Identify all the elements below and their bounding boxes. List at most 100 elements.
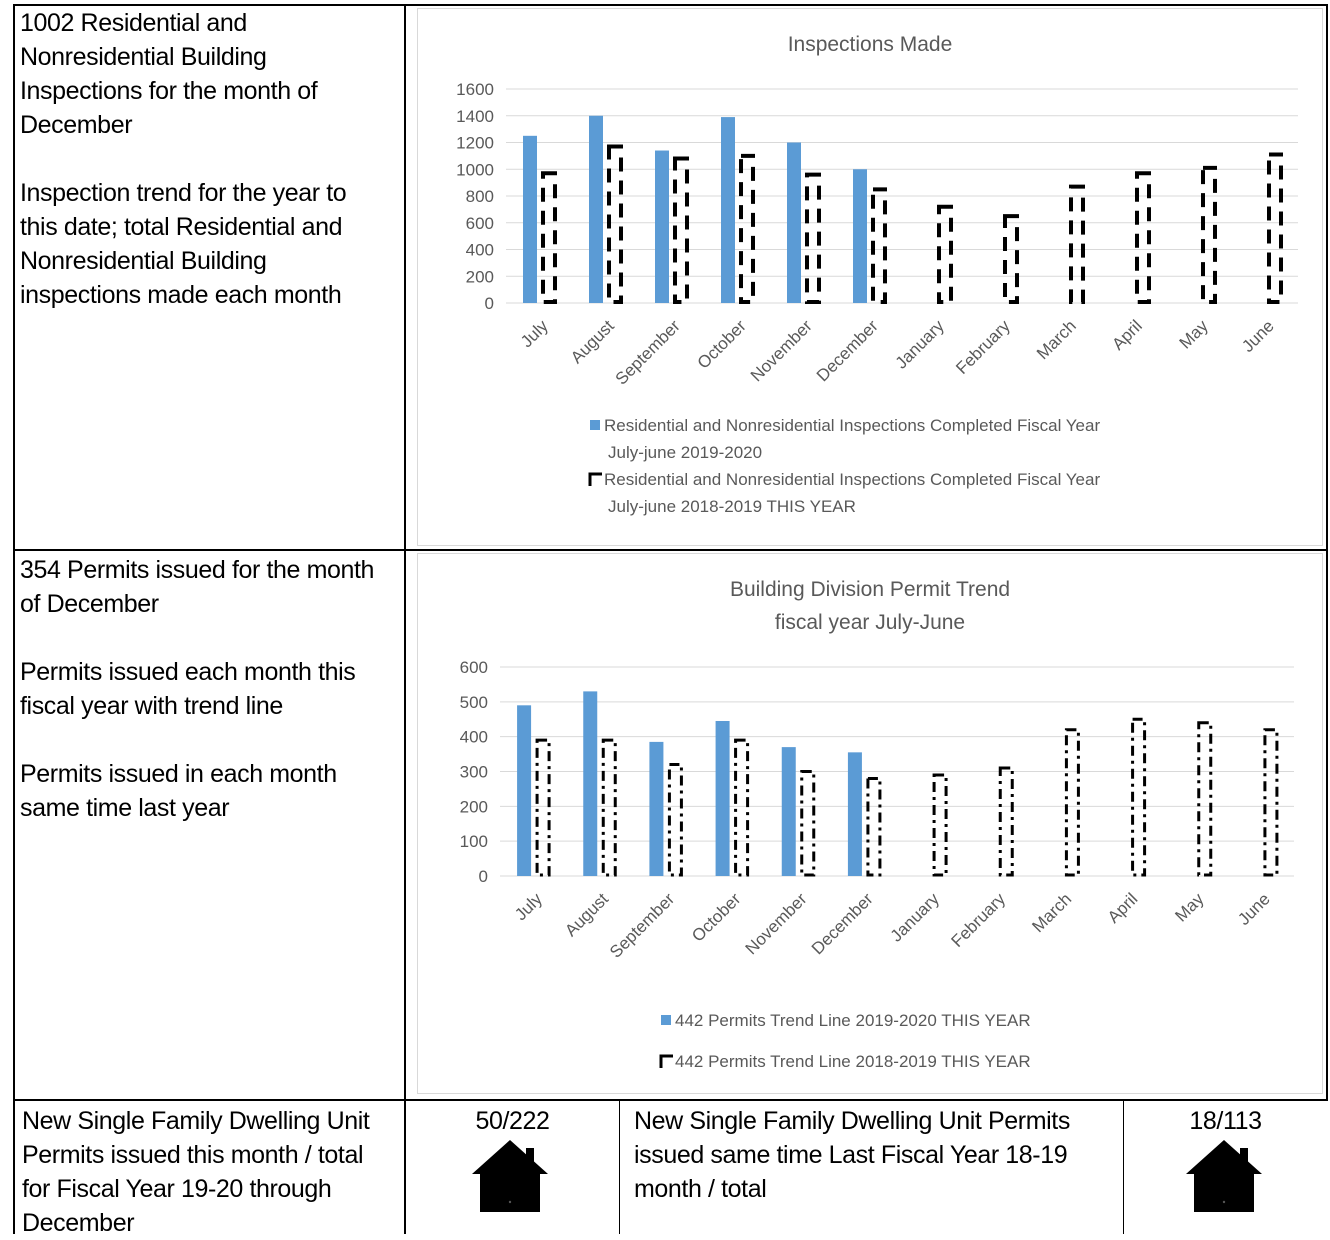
x-tick-label: October — [688, 889, 744, 945]
inspections-description-line: Inspection trend for the year to — [20, 179, 347, 207]
y-tick-label: 1200 — [456, 134, 494, 153]
x-tick-label: September — [606, 889, 678, 961]
x-tick-label: February — [952, 316, 1014, 378]
x-tick-label: September — [612, 316, 684, 388]
x-tick-label: December — [808, 889, 877, 958]
bar-prior-year — [739, 153, 755, 304]
y-tick-label: 400 — [466, 241, 494, 260]
bar-prior-year — [673, 156, 689, 304]
house-icon — [472, 1140, 548, 1212]
row-divider-2 — [13, 1099, 1327, 1101]
bar-prior-year — [805, 172, 821, 305]
bar-prior-year — [1201, 165, 1217, 304]
bar-prior-year — [998, 766, 1014, 877]
permits-description: 354 Permits issued for the month of Dece… — [20, 553, 400, 825]
permits-description-line: Permits issued in each month — [20, 760, 337, 788]
inspections-description-line: December — [20, 111, 133, 139]
y-tick-label: 200 — [460, 797, 488, 816]
column-divider-row3-b — [1123, 1100, 1124, 1234]
bar-prior-year — [734, 738, 750, 877]
sfd-last-year-label-line: issued same time Last Fiscal Year 18-19 — [634, 1141, 1068, 1169]
legend-swatch-prior-year — [588, 472, 602, 486]
y-tick-label: 200 — [466, 267, 494, 286]
legend-entry: July-june 2018-2019 THIS YEAR — [608, 497, 856, 516]
x-tick-label: February — [948, 889, 1010, 951]
row-divider-1 — [13, 549, 1327, 551]
inspections-description-line — [20, 142, 400, 176]
x-tick-label: May — [1176, 316, 1212, 352]
permits-description-line — [20, 621, 400, 655]
x-tick-label: May — [1171, 889, 1207, 925]
sfd-last-year-label-line: month / total — [634, 1175, 767, 1203]
bar-current-year — [649, 741, 664, 876]
bar-prior-year — [1069, 184, 1085, 304]
legend-swatch-current-year — [590, 420, 600, 430]
x-tick-label: April — [1104, 889, 1141, 926]
x-tick-label: November — [747, 316, 816, 385]
legend-entry: Residential and Nonresidential Inspectio… — [604, 470, 1100, 489]
table-border-left — [13, 4, 15, 1234]
y-tick-label: 800 — [466, 187, 494, 206]
permits-description-line — [20, 723, 400, 757]
sfd-this-year-label-line: Permits issued this month / total — [22, 1141, 364, 1169]
x-tick-label: August — [567, 316, 618, 367]
x-tick-label: January — [892, 316, 949, 373]
x-tick-label: January — [887, 889, 944, 946]
y-tick-label: 0 — [479, 867, 488, 886]
inspections-description-line: Nonresidential Building — [20, 247, 267, 275]
bar-current-year — [589, 115, 603, 303]
x-tick-label: October — [694, 316, 750, 372]
y-tick-label: 400 — [460, 728, 488, 747]
y-tick-label: 1400 — [456, 107, 494, 126]
legend-entry: July-june 2019-2020 — [608, 443, 762, 462]
bar-prior-year — [541, 171, 557, 304]
bar-current-year — [715, 720, 730, 876]
bar-prior-year — [1003, 214, 1019, 304]
x-tick-label: December — [813, 316, 882, 385]
bar-prior-year — [1131, 717, 1147, 877]
y-tick-label: 1600 — [456, 80, 494, 99]
x-tick-label: April — [1108, 316, 1145, 353]
table-border-top — [13, 4, 1327, 6]
sfd-last-year-label: New Single Family Dwelling Unit Permits … — [634, 1104, 1122, 1206]
sfd-this-year-value: 50/222 — [475, 1107, 550, 1135]
inspections-description-line: this date; total Residential and — [20, 213, 343, 241]
permits-chart-frame: Building Division Permit Trend fiscal yea… — [417, 553, 1323, 1094]
column-divider-row3-a — [619, 1100, 620, 1234]
y-tick-label: 600 — [460, 658, 488, 677]
legend-entry: 442 Permits Trend Line 2019-2020 THIS YE… — [675, 1011, 1031, 1030]
permits-description-line: Permits issued each month this — [20, 658, 356, 686]
legend-entry: 442 Permits Trend Line 2018-2019 THIS YE… — [675, 1052, 1031, 1071]
bar-current-year — [583, 691, 598, 876]
bar-prior-year — [1064, 728, 1080, 877]
legend-entry: Residential and Nonresidential Inspectio… — [604, 416, 1100, 435]
x-tick-label: August — [561, 889, 612, 940]
x-tick-label: June — [1238, 316, 1278, 356]
y-tick-label: 100 — [460, 832, 488, 851]
bar-prior-year — [667, 763, 683, 877]
x-tick-label: July — [511, 889, 546, 924]
inspections-chart: Inspections Made 0 200 400 600 800 1000 1200 140… — [456, 33, 1298, 516]
bar-current-year — [787, 142, 801, 303]
y-tick-label: 1000 — [456, 160, 494, 179]
bar-prior-year — [607, 144, 623, 304]
bar-prior-year — [1135, 171, 1151, 304]
sfd-this-year-label: New Single Family Dwelling Unit Permits … — [22, 1104, 402, 1240]
sfd-this-year-label-line: New Single Family Dwelling Unit — [22, 1107, 370, 1135]
bar-current-year — [721, 117, 735, 304]
inspections-description-line: inspections made each month — [20, 281, 342, 309]
permits-description-line: same time last year — [20, 794, 230, 822]
y-tick-label: 0 — [485, 294, 494, 313]
x-tick-label: March — [1033, 316, 1080, 363]
column-divider — [404, 4, 406, 1234]
bar-prior-year — [866, 776, 882, 877]
bar-prior-year — [800, 770, 816, 877]
bar-current-year — [517, 705, 532, 876]
sfd-this-year-label-line: for Fiscal Year 19-20 through — [22, 1175, 332, 1203]
bar-prior-year — [871, 187, 887, 304]
bar-prior-year — [932, 773, 948, 877]
x-tick-label: July — [517, 316, 552, 351]
permits-description-line: 354 Permits issued for the month — [20, 556, 375, 584]
bar-prior-year — [535, 738, 551, 877]
inspections-chart-frame: Inspections Made 0 200 400 600 800 1000 1200 140… — [417, 8, 1323, 546]
